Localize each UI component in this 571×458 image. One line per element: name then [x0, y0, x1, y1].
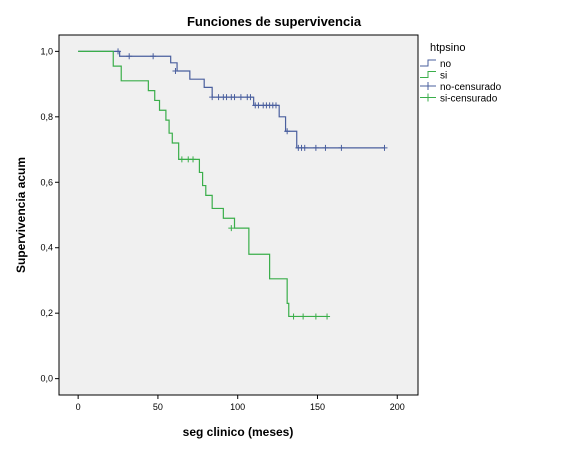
censor-mark-si	[312, 313, 319, 320]
plot-area	[58, 34, 419, 396]
legend-censor-symbol	[420, 82, 436, 90]
censor-mark-no	[126, 53, 133, 60]
censor-mark-si	[300, 313, 307, 320]
censor-mark-si	[190, 156, 197, 163]
censor-mark-no	[150, 53, 157, 60]
legend-censor-symbol	[420, 93, 436, 102]
chart-title: Funciones de supervivencia	[187, 14, 362, 29]
censor-mark-no	[209, 94, 216, 101]
x-tick-label: 100	[230, 402, 245, 412]
y-axis-label: Supervivencia acum	[14, 157, 28, 273]
censor-mark-no	[247, 94, 254, 101]
legend-label: si-censurado	[440, 94, 498, 105]
censor-mark-no	[338, 144, 345, 151]
legend-step-symbol	[420, 59, 436, 67]
censor-mark-no	[301, 144, 308, 151]
x-tick-label: 150	[310, 402, 325, 412]
legend-title: htpsino	[430, 42, 465, 54]
y-tick-label: 0,0	[40, 374, 53, 384]
censor-mark-no	[312, 144, 319, 151]
censor-mark-si	[290, 313, 297, 320]
censor-mark-no	[115, 48, 122, 55]
legend-label: si	[440, 71, 447, 82]
y-tick-label: 0,2	[40, 308, 53, 318]
censor-mark-no	[231, 94, 238, 101]
survival-curve-si	[78, 50, 328, 318]
censor-mark-no	[237, 94, 244, 101]
y-tick-label: 1,0	[40, 46, 53, 56]
censor-mark-no	[322, 144, 329, 151]
series-layer	[78, 48, 388, 320]
y-axis: 0,0 0,2 0,4 0,6 0,8 1,0	[40, 46, 59, 384]
y-tick-label: 0,6	[40, 177, 53, 187]
censor-mark-no	[284, 128, 291, 135]
y-tick-label: 0,8	[40, 112, 53, 122]
x-axis-label: seg clinico (meses)	[183, 425, 294, 439]
x-tick-label: 0	[76, 402, 81, 412]
censor-mark-si	[228, 225, 235, 232]
censor-mark-no	[272, 102, 279, 109]
legend-label: no	[440, 59, 452, 70]
censor-mark-si	[324, 313, 331, 320]
x-tick-label: 200	[390, 402, 405, 412]
legend-label: no-censurado	[440, 82, 502, 93]
censor-mark-no	[381, 144, 388, 151]
survival-curve-no	[78, 50, 385, 149]
x-tick-label: 50	[153, 402, 163, 412]
censor-mark-si	[178, 156, 185, 163]
y-tick-label: 0,4	[40, 243, 53, 253]
censor-mark-no	[172, 68, 179, 74]
legend-step-symbol	[420, 71, 436, 78]
x-axis: 0 50 100 150 200	[76, 395, 405, 412]
